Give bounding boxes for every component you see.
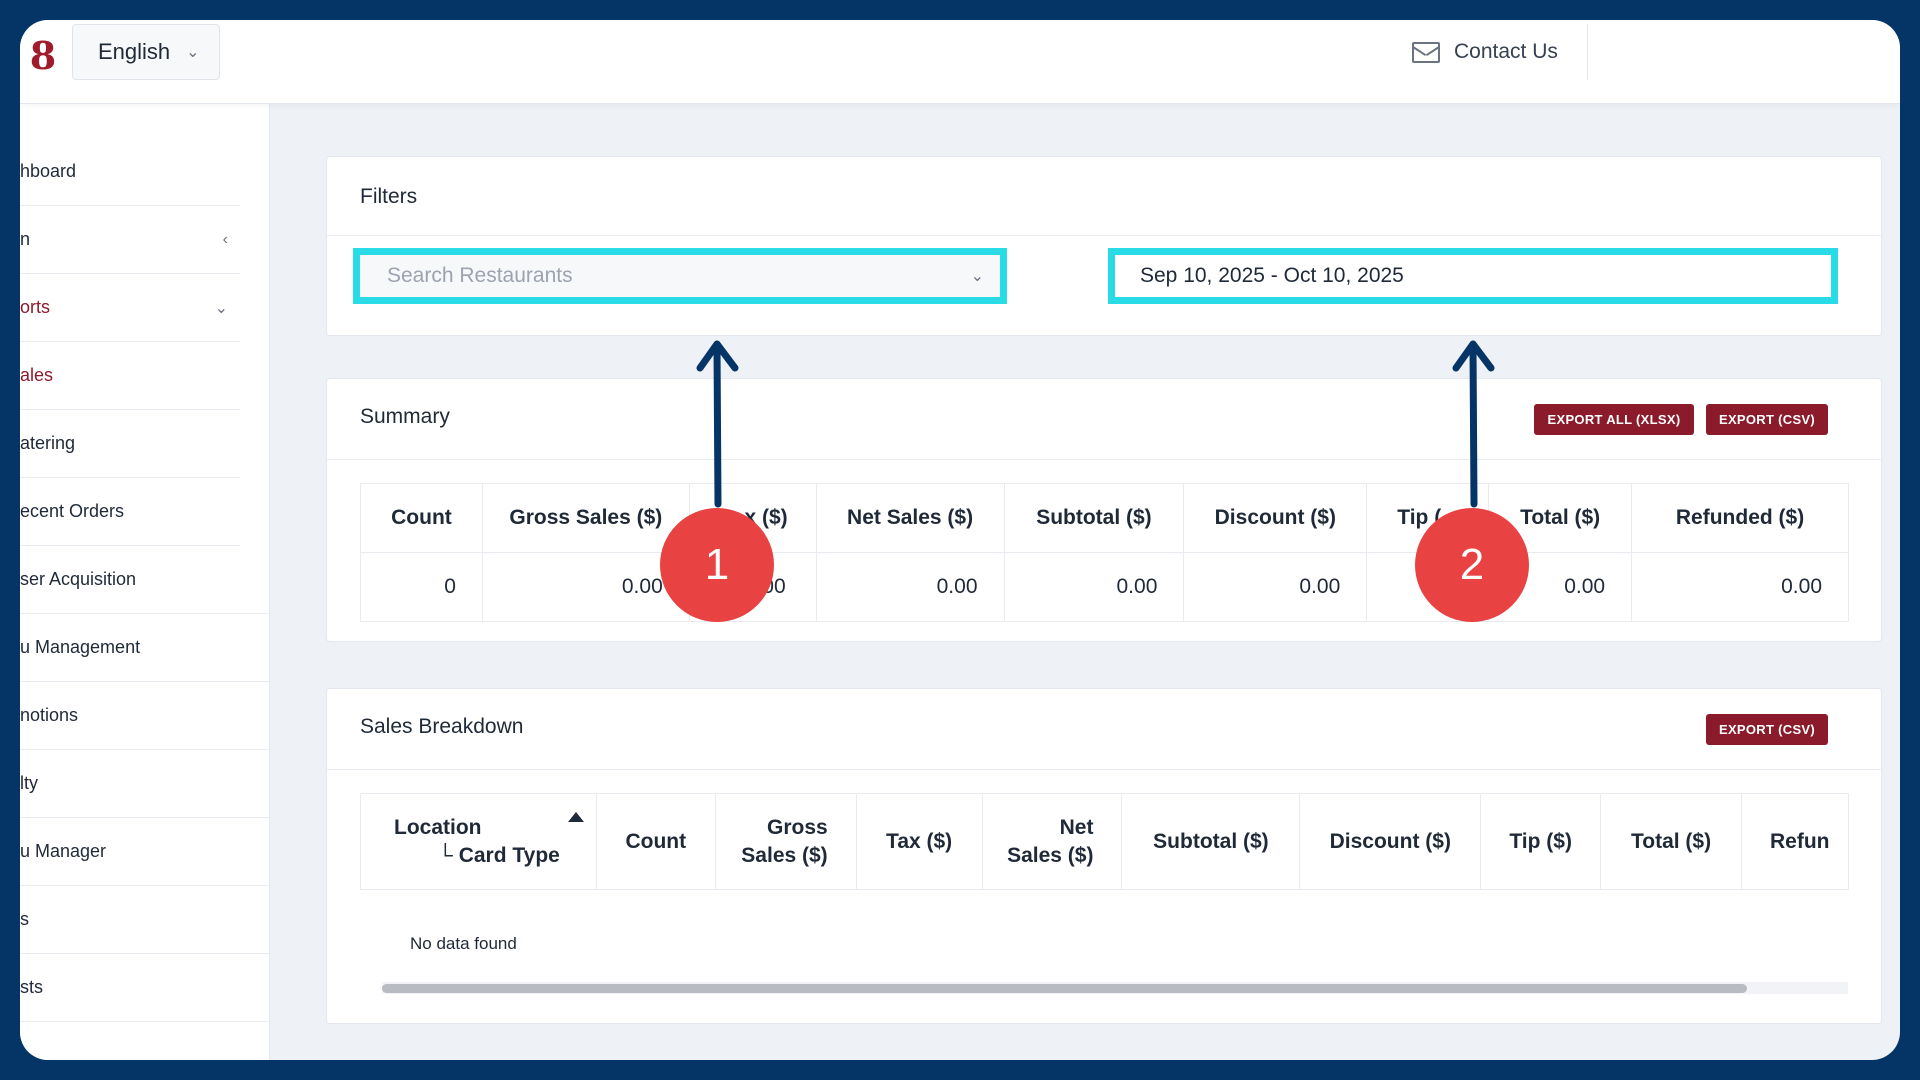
column-header-line: Net bbox=[1059, 815, 1094, 839]
table-row bbox=[361, 890, 1849, 959]
contact-us-label: Contact Us bbox=[1454, 40, 1558, 63]
sidebar-item-user-acquisition[interactable]: ser Acquisition bbox=[20, 546, 270, 614]
table-cell: 0.00 bbox=[1631, 552, 1849, 622]
sales-breakdown-title: Sales Breakdown bbox=[360, 715, 524, 738]
column-header: Net Sales ($) bbox=[815, 483, 1005, 553]
column-header: Refun bbox=[1740, 793, 1850, 890]
filters-card: Filters bbox=[326, 156, 1883, 336]
column-header: Count bbox=[360, 483, 483, 553]
sidebar-item-promotions[interactable]: notions bbox=[20, 682, 270, 750]
header-divider bbox=[1587, 24, 1588, 80]
annotation-arrow-up-icon bbox=[696, 340, 739, 508]
table-header-row: Count Gross Sales ($) x ($) Net Sales ($… bbox=[360, 483, 1849, 553]
sidebar-item-loyalty[interactable]: lty bbox=[20, 750, 270, 818]
sales-breakdown-table: Location └ Card Type Count Gross Sales (… bbox=[360, 793, 1850, 959]
brand-logo-icon[interactable]: 8 bbox=[29, 33, 57, 78]
sidebar-item-label: s bbox=[20, 909, 29, 929]
sidebar-item-menu-manager[interactable]: u Manager bbox=[20, 818, 270, 886]
column-header: Count bbox=[595, 793, 716, 890]
column-header: Gross Sales ($) bbox=[714, 793, 857, 890]
annotation-badge-2: 2 bbox=[1415, 508, 1529, 622]
sidebar-item-recent-orders[interactable]: ecent Orders bbox=[20, 478, 240, 546]
sidebar-item-label: lty bbox=[20, 773, 38, 793]
sidebar-item-lists[interactable]: sts bbox=[20, 954, 270, 1022]
sidebar-item-label: atering bbox=[20, 433, 76, 453]
top-bar: 8 English ⌄ Contact Us bbox=[20, 20, 1900, 104]
sort-ascending-icon[interactable] bbox=[567, 812, 584, 822]
column-header: Discount ($) bbox=[1183, 483, 1368, 553]
annotation-badge-1: 1 bbox=[660, 508, 774, 622]
sidebar-item-label: u Manager bbox=[20, 841, 107, 861]
table-cell: 0.00 bbox=[1003, 552, 1185, 622]
date-range-picker[interactable]: Sep 10, 2025 - Oct 10, 2025 bbox=[1108, 248, 1838, 304]
table-cell: 0.00 bbox=[481, 552, 690, 622]
sidebar-item-dashboard[interactable]: hboard bbox=[20, 138, 240, 206]
sidebar-item-label: ales bbox=[20, 365, 54, 385]
mail-icon bbox=[1412, 41, 1440, 63]
column-header: Gross Sales ($) bbox=[481, 483, 690, 553]
sidebar: hboard n ‹ orts ⌄ ales atering ecent Order… bbox=[20, 104, 270, 1060]
sidebar-item-reports[interactable]: orts ⌄ bbox=[20, 274, 240, 342]
annotation-arrow-up-icon bbox=[1452, 340, 1495, 508]
no-data-message: No data found bbox=[410, 934, 517, 953]
sidebar-item-label: n bbox=[20, 229, 31, 249]
table-cell: 0 bbox=[360, 552, 483, 622]
sidebar-item-menu-management[interactable]: u Management bbox=[20, 614, 270, 682]
summary-title: Summary bbox=[360, 405, 450, 428]
column-header: Subtotal ($) bbox=[1003, 483, 1185, 553]
language-label: English bbox=[98, 39, 171, 64]
date-range-value: Sep 10, 2025 - Oct 10, 2025 bbox=[1140, 264, 1404, 287]
search-restaurants-placeholder: Search Restaurants bbox=[387, 264, 573, 287]
column-header: Discount ($) bbox=[1299, 793, 1482, 890]
sidebar-item-label: notions bbox=[20, 705, 79, 725]
sidebar-item-users[interactable]: s bbox=[20, 886, 270, 954]
column-header: Subtotal ($) bbox=[1121, 793, 1301, 890]
table-row: 0 0.00 00 0.00 0.00 0.00 0.00 0.00 bbox=[360, 552, 1849, 622]
column-header-line: Sales ($) bbox=[741, 843, 828, 867]
table-header-row: Location └ Card Type Count Gross Sales (… bbox=[360, 793, 1850, 890]
table-cell: 0.00 bbox=[1183, 552, 1368, 622]
location-header-label: Location bbox=[394, 815, 482, 839]
sidebar-item-label: sts bbox=[20, 977, 44, 997]
card-divider bbox=[327, 459, 1883, 460]
table-cell: 0.00 bbox=[815, 552, 1005, 622]
sidebar-item-sales[interactable]: ales bbox=[20, 342, 240, 410]
summary-table: Count Gross Sales ($) x ($) Net Sales ($… bbox=[360, 483, 1849, 622]
column-header: Total ($) bbox=[1600, 793, 1742, 890]
column-header: Net Sales ($) bbox=[981, 793, 1123, 890]
card-type-header-label: └ Card Type bbox=[438, 843, 560, 867]
export-all-xlsx-button[interactable]: EXPORT ALL (XLSX) bbox=[1534, 404, 1694, 435]
chevron-down-icon: ⌄ bbox=[186, 44, 200, 61]
empty-row-cell bbox=[361, 890, 1849, 959]
horizontal-scrollbar-thumb[interactable] bbox=[382, 984, 1747, 993]
sidebar-item-menu[interactable]: n ‹ bbox=[20, 206, 240, 274]
chevron-left-icon: ‹ bbox=[222, 230, 228, 248]
sidebar-item-catering[interactable]: atering bbox=[20, 410, 240, 478]
language-selector[interactable]: English ⌄ bbox=[72, 24, 220, 80]
chevron-down-icon: ⌄ bbox=[970, 268, 984, 285]
column-header: Tip ($) bbox=[1480, 793, 1602, 890]
sidebar-item-label: ecent Orders bbox=[20, 501, 125, 521]
sidebar-item-label: hboard bbox=[20, 161, 77, 181]
card-divider bbox=[327, 235, 1883, 236]
column-header-line: Gross bbox=[766, 815, 828, 839]
column-header: Tax ($) bbox=[855, 793, 983, 890]
contact-us-link[interactable]: Contact Us bbox=[1412, 32, 1558, 72]
sidebar-item-label: orts bbox=[20, 297, 51, 317]
breakdown-export-csv-button[interactable]: EXPORT (CSV) bbox=[1706, 714, 1828, 745]
location-column-header[interactable]: Location └ Card Type bbox=[360, 793, 597, 890]
column-header-line: Sales ($) bbox=[1007, 843, 1094, 867]
chevron-down-icon: ⌄ bbox=[214, 299, 228, 317]
filters-title: Filters bbox=[360, 185, 418, 208]
sidebar-item-label: ser Acquisition bbox=[20, 569, 137, 589]
column-header: Refunded ($) bbox=[1631, 483, 1849, 553]
search-restaurants-dropdown[interactable]: Search Restaurants ⌄ bbox=[353, 248, 1007, 304]
card-divider bbox=[327, 769, 1883, 770]
export-csv-button[interactable]: EXPORT (CSV) bbox=[1706, 404, 1828, 435]
app-window: 8 English ⌄ Contact Us hboard n ‹ orts ⌄ a… bbox=[20, 20, 1900, 1060]
sidebar-item-label: u Management bbox=[20, 637, 141, 657]
